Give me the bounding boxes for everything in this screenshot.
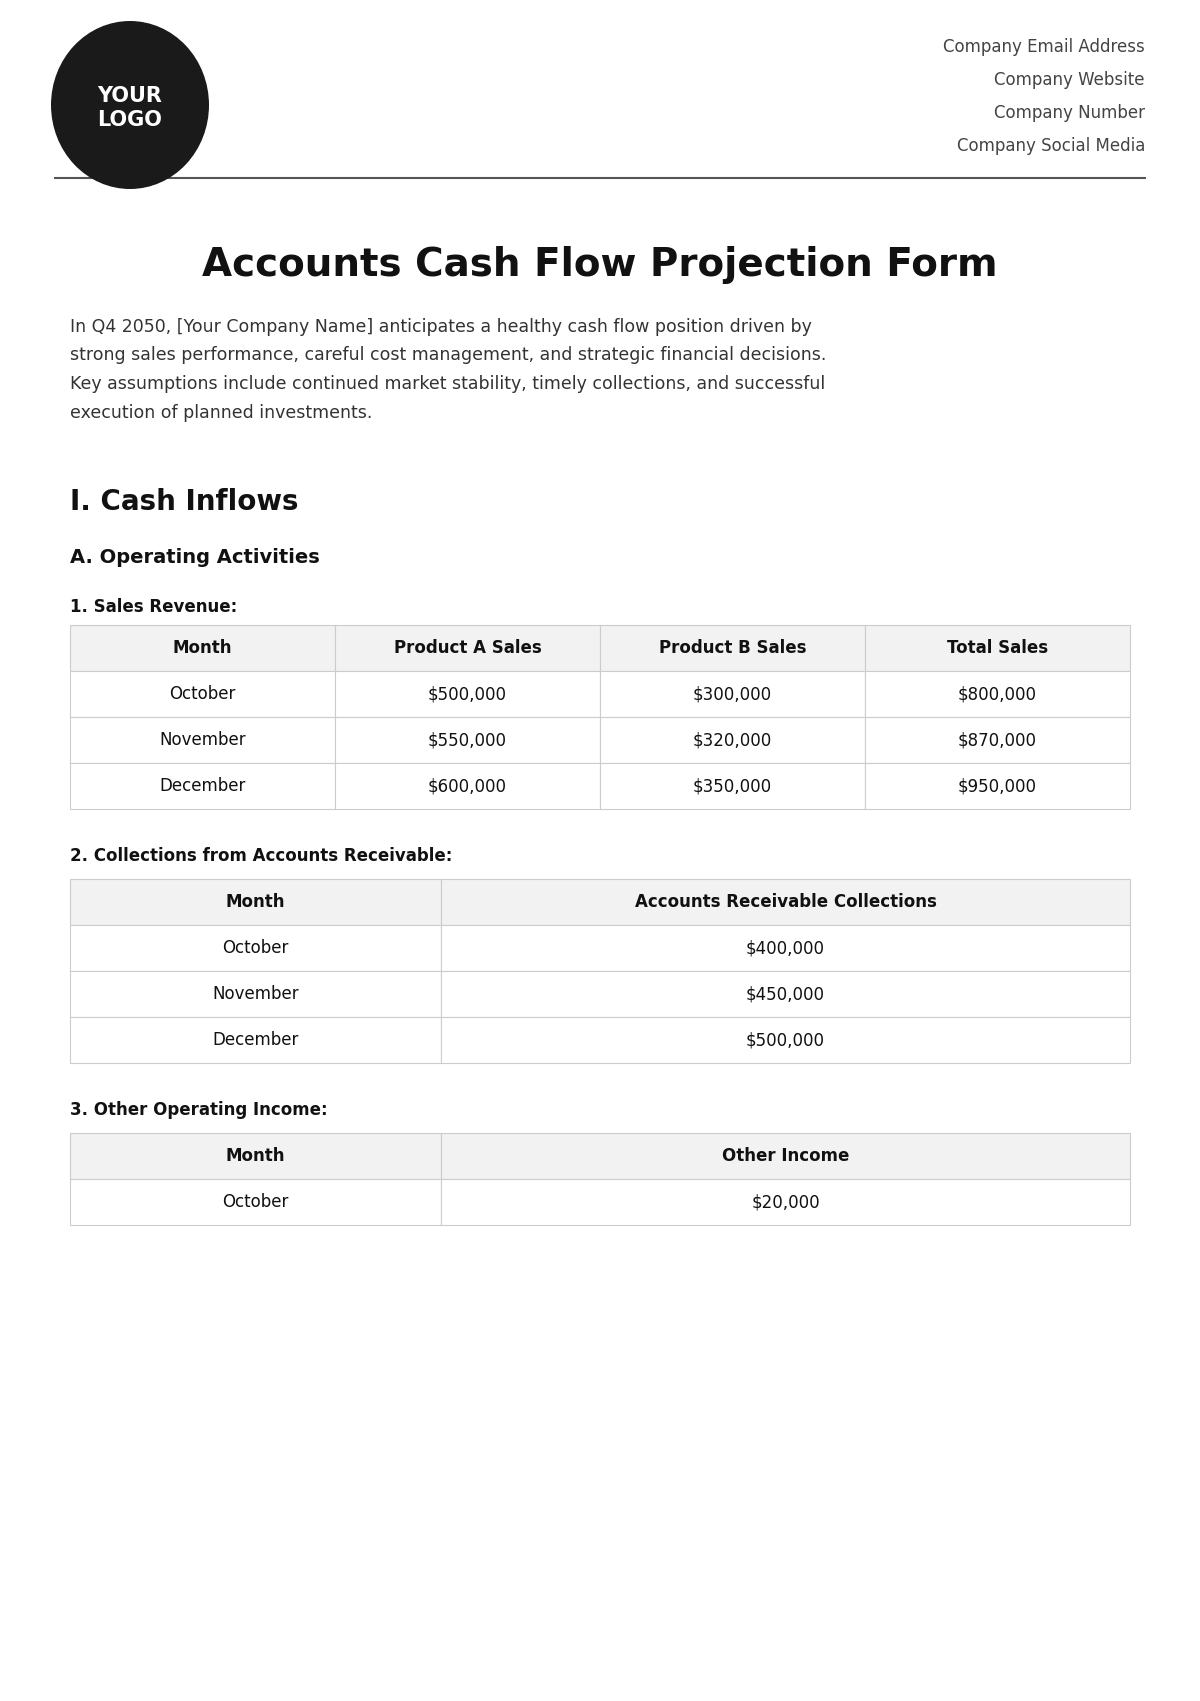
FancyBboxPatch shape xyxy=(70,971,442,1017)
Text: $400,000: $400,000 xyxy=(746,939,826,958)
FancyBboxPatch shape xyxy=(70,879,442,925)
Text: Product A Sales: Product A Sales xyxy=(394,640,541,657)
FancyBboxPatch shape xyxy=(335,764,600,810)
FancyBboxPatch shape xyxy=(600,718,865,764)
Text: December: December xyxy=(160,777,246,794)
FancyBboxPatch shape xyxy=(865,670,1130,718)
FancyBboxPatch shape xyxy=(70,670,335,718)
Text: In Q4 2050, [Your Company Name] anticipates a healthy cash flow position driven : In Q4 2050, [Your Company Name] anticipa… xyxy=(70,318,827,422)
FancyBboxPatch shape xyxy=(70,1133,442,1179)
Text: $950,000: $950,000 xyxy=(958,777,1037,794)
FancyBboxPatch shape xyxy=(865,624,1130,670)
Text: Company Social Media: Company Social Media xyxy=(956,138,1145,155)
Text: October: October xyxy=(222,1192,289,1211)
FancyBboxPatch shape xyxy=(70,624,335,670)
FancyBboxPatch shape xyxy=(70,1179,442,1225)
FancyBboxPatch shape xyxy=(442,971,1130,1017)
FancyBboxPatch shape xyxy=(865,718,1130,764)
Text: October: October xyxy=(169,686,235,703)
Text: $550,000: $550,000 xyxy=(428,731,508,748)
FancyBboxPatch shape xyxy=(442,1133,1130,1179)
Text: Company Website: Company Website xyxy=(995,71,1145,88)
Text: I. Cash Inflows: I. Cash Inflows xyxy=(70,488,299,515)
Text: $870,000: $870,000 xyxy=(958,731,1037,748)
FancyBboxPatch shape xyxy=(335,718,600,764)
Text: $800,000: $800,000 xyxy=(958,686,1037,703)
Text: $300,000: $300,000 xyxy=(692,686,772,703)
Ellipse shape xyxy=(50,20,209,189)
FancyBboxPatch shape xyxy=(335,624,600,670)
Text: $320,000: $320,000 xyxy=(692,731,772,748)
FancyBboxPatch shape xyxy=(442,1179,1130,1225)
Text: $600,000: $600,000 xyxy=(428,777,508,794)
FancyBboxPatch shape xyxy=(442,879,1130,925)
Text: $500,000: $500,000 xyxy=(428,686,508,703)
FancyBboxPatch shape xyxy=(600,764,865,810)
Text: A. Operating Activities: A. Operating Activities xyxy=(70,548,319,566)
Text: Company Email Address: Company Email Address xyxy=(943,37,1145,56)
FancyBboxPatch shape xyxy=(865,764,1130,810)
Text: $350,000: $350,000 xyxy=(692,777,772,794)
FancyBboxPatch shape xyxy=(70,764,335,810)
Text: November: November xyxy=(160,731,246,748)
FancyBboxPatch shape xyxy=(442,925,1130,971)
Text: 2. Collections from Accounts Receivable:: 2. Collections from Accounts Receivable: xyxy=(70,847,452,866)
FancyBboxPatch shape xyxy=(335,670,600,718)
Text: Total Sales: Total Sales xyxy=(947,640,1048,657)
Text: October: October xyxy=(222,939,289,958)
Text: $20,000: $20,000 xyxy=(751,1192,820,1211)
Text: Month: Month xyxy=(226,1146,286,1165)
Text: 1. Sales Revenue:: 1. Sales Revenue: xyxy=(70,599,238,616)
Text: 3. Other Operating Income:: 3. Other Operating Income: xyxy=(70,1101,328,1119)
Text: Accounts Receivable Collections: Accounts Receivable Collections xyxy=(635,893,936,912)
Text: Accounts Cash Flow Projection Form: Accounts Cash Flow Projection Form xyxy=(202,247,998,284)
Text: $450,000: $450,000 xyxy=(746,985,826,1004)
Text: December: December xyxy=(212,1031,299,1050)
Text: November: November xyxy=(212,985,299,1004)
FancyBboxPatch shape xyxy=(70,1017,442,1063)
FancyBboxPatch shape xyxy=(600,624,865,670)
Text: Product B Sales: Product B Sales xyxy=(659,640,806,657)
Text: Month: Month xyxy=(173,640,233,657)
Text: YOUR
LOGO: YOUR LOGO xyxy=(97,85,162,131)
FancyBboxPatch shape xyxy=(70,925,442,971)
FancyBboxPatch shape xyxy=(442,1017,1130,1063)
FancyBboxPatch shape xyxy=(70,718,335,764)
Text: Month: Month xyxy=(226,893,286,912)
Text: $500,000: $500,000 xyxy=(746,1031,826,1050)
Text: Company Number: Company Number xyxy=(994,104,1145,122)
Text: Other Income: Other Income xyxy=(722,1146,850,1165)
FancyBboxPatch shape xyxy=(600,670,865,718)
